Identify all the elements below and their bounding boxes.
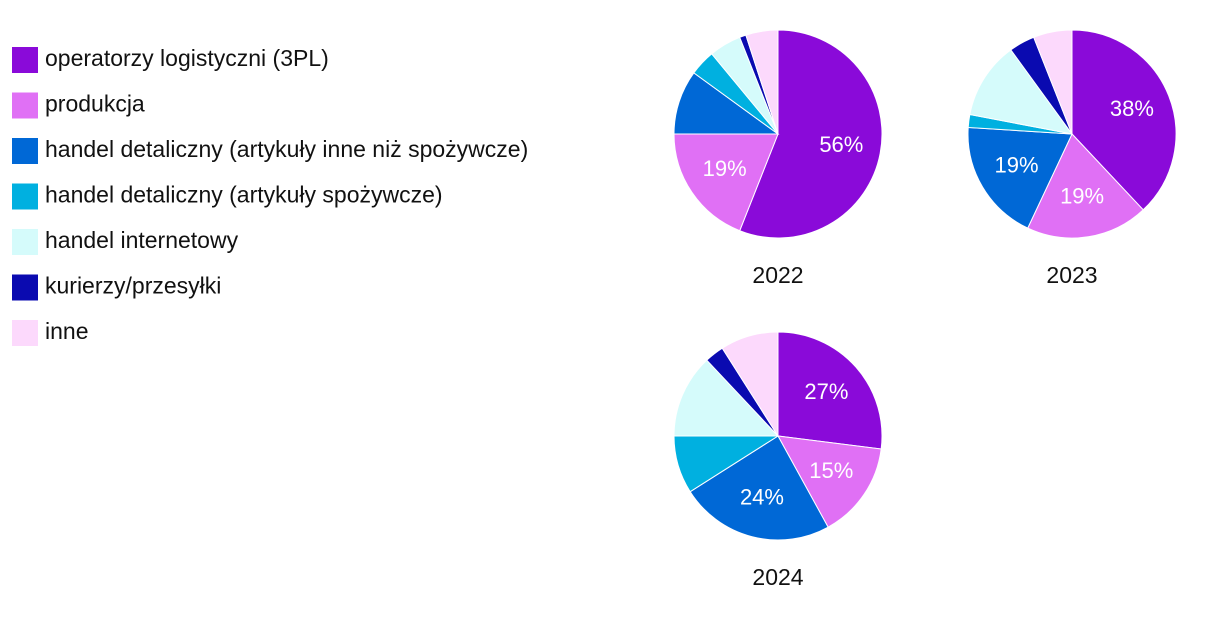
legend-label: handel internetowy bbox=[45, 227, 239, 253]
pie-slice bbox=[967, 126, 1073, 229]
pie-slice bbox=[777, 331, 883, 450]
pie-slice bbox=[689, 435, 829, 541]
data-label: 56% bbox=[819, 132, 863, 157]
legend-label: handel detaliczny (artykuły inne niż spo… bbox=[45, 136, 528, 162]
data-label: 27% bbox=[804, 379, 848, 404]
legend-label: produkcja bbox=[45, 91, 145, 117]
pie-slice bbox=[673, 359, 780, 437]
pie-slice bbox=[969, 49, 1074, 135]
pie-slice bbox=[673, 133, 779, 232]
legend-swatch bbox=[12, 92, 38, 119]
legend-swatch bbox=[12, 274, 38, 301]
pie-slice bbox=[721, 331, 779, 438]
legend-label: operatorzy logistyczni (3PL) bbox=[45, 45, 329, 71]
chart-title: 2022 bbox=[752, 262, 803, 288]
pie-slice bbox=[1027, 133, 1144, 239]
legend-swatch bbox=[12, 138, 38, 164]
pie-slice bbox=[1033, 29, 1073, 135]
legend-swatch bbox=[12, 229, 38, 255]
legend-label: inne bbox=[45, 318, 88, 344]
legend-swatch bbox=[12, 320, 38, 346]
data-label: 24% bbox=[740, 484, 784, 509]
pie-slice bbox=[777, 435, 882, 528]
legend-label: kurierzy/przesyłki bbox=[45, 273, 221, 299]
legend-label: handel detaliczny (artykuły spożywcze) bbox=[45, 182, 443, 208]
data-label: 19% bbox=[994, 153, 1038, 178]
chart-title: 2023 bbox=[1046, 262, 1097, 288]
pie-slice bbox=[1071, 29, 1177, 211]
data-label: 38% bbox=[1110, 96, 1154, 121]
legend-swatch bbox=[12, 47, 38, 73]
pie-slice bbox=[739, 29, 883, 239]
pie-slice bbox=[745, 29, 779, 135]
data-label: 19% bbox=[703, 156, 747, 181]
chart-title: 2024 bbox=[752, 564, 803, 590]
data-label: 19% bbox=[1060, 183, 1104, 208]
legend-swatch bbox=[12, 183, 38, 210]
data-label: 15% bbox=[809, 458, 853, 483]
